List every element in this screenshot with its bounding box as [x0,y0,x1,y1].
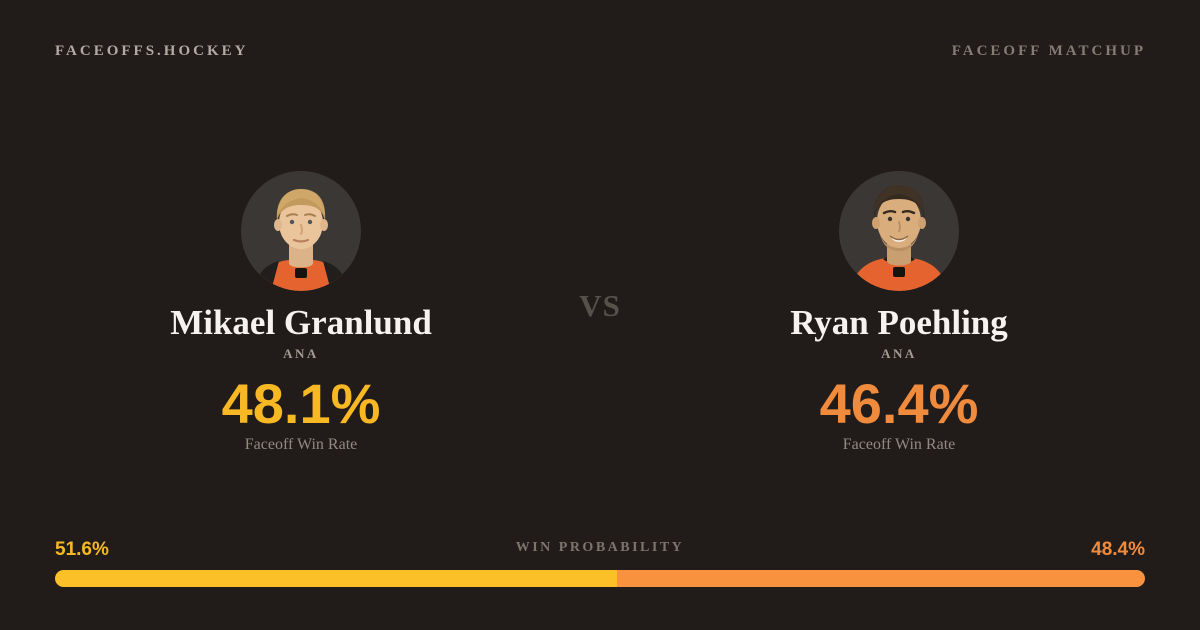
player1-headshot-image [241,171,361,291]
vs-divider: VS [579,288,621,323]
player1-column: Mikael Granlund ANA 48.1% Faceoff Win Ra… [151,171,451,454]
player1-name: Mikael Granlund [170,303,432,342]
player2-name: Ryan Poehling [790,303,1008,342]
win-probability-bar-right [617,570,1145,587]
player2-win-rate: 46.4% [819,372,979,436]
player1-team: ANA [283,346,319,362]
win-probability-bar-left [55,570,618,587]
player2-team: ANA [881,346,917,362]
win-probability-labels: 51.6% WIN PROBABILITY 48.4% [55,539,1145,561]
win-probability-bar [55,570,1145,587]
win-probability-section: 51.6% WIN PROBABILITY 48.4% [55,539,1145,587]
player1-win-rate: 48.1% [221,372,381,436]
player2-avatar [839,171,959,291]
player1-stat-label: Faceoff Win Rate [244,436,358,454]
player2-column: Ryan Poehling ANA 46.4% Faceoff Win Rate [749,171,1049,454]
player2-stat-label: Faceoff Win Rate [842,436,956,454]
card-type-label: FACEOFF MATCHUP [951,43,1146,59]
brand-logo-text: FACEOFFS.HOCKEY [55,43,249,59]
win-probability-title: WIN PROBABILITY [515,540,685,555]
player1-win-probability: 51.6% [55,539,109,560]
player2-headshot-image [839,171,959,291]
player2-win-probability: 48.4% [1091,539,1145,560]
player1-avatar [241,171,361,291]
